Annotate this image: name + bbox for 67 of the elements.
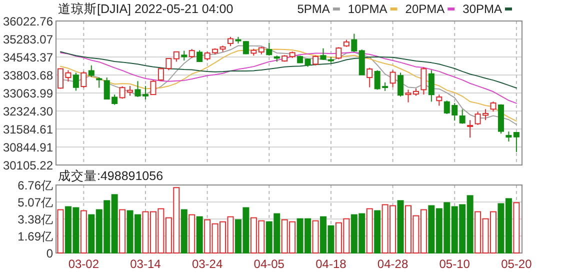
chart-title: 道琼斯[DJIA] 2022-05-21 04:00 xyxy=(58,1,234,16)
y-tick-label: 36022.76 xyxy=(2,14,54,28)
candlestick xyxy=(196,50,203,62)
candlestick xyxy=(242,40,249,55)
legend-label: 20PMA xyxy=(405,2,445,16)
candlestick xyxy=(228,36,234,47)
x-tick-label: 04-28 xyxy=(377,257,408,271)
candlestick xyxy=(96,77,102,88)
candlestick xyxy=(398,72,404,98)
x-tick-label: 05-20 xyxy=(501,257,532,271)
x-tick-label: 05-10 xyxy=(439,257,470,271)
bar xyxy=(513,202,520,254)
bar xyxy=(80,210,87,254)
y-tick-label: 34543.37 xyxy=(2,50,54,64)
y-tick-label: 1.69亿 xyxy=(18,229,53,244)
x-tick-label: 03-24 xyxy=(192,257,223,271)
y-tick-label: 30844.91 xyxy=(2,140,54,154)
bar xyxy=(374,210,381,254)
candlestick xyxy=(390,70,396,88)
bar xyxy=(57,209,64,254)
candlestick xyxy=(513,132,520,153)
y-tick-label: 32324.30 xyxy=(2,104,54,118)
x-tick-label: 03-14 xyxy=(130,257,162,271)
candlestick xyxy=(181,50,188,61)
y-tick-label: 5.07亿 xyxy=(18,195,53,210)
bar xyxy=(119,209,126,254)
candlestick xyxy=(506,131,512,142)
x-tick-label: 04-05 xyxy=(254,257,285,271)
candlestick xyxy=(150,79,156,96)
x-tick-label: 04-18 xyxy=(316,257,347,271)
y-tick-label: 6.76亿 xyxy=(18,178,53,192)
candlestick xyxy=(459,108,466,124)
y-tick-label: 33803.68 xyxy=(2,68,54,82)
y-tick-label: 33063.99 xyxy=(2,86,54,100)
legend-label: 30PMA xyxy=(462,2,502,16)
candlestick xyxy=(312,55,319,66)
candlestick xyxy=(188,48,195,59)
candlestick xyxy=(420,66,427,96)
legend-label: 5PMA xyxy=(297,2,330,16)
candlestick xyxy=(320,48,326,60)
bar xyxy=(180,209,188,254)
bar xyxy=(196,216,203,254)
y-tick-label: 31584.61 xyxy=(2,122,54,136)
candlestick xyxy=(336,46,342,60)
x-tick-label: 03-02 xyxy=(68,257,100,271)
candlestick xyxy=(351,33,358,52)
candlestick xyxy=(366,67,373,88)
candlestick xyxy=(490,101,496,112)
candlestick xyxy=(436,94,442,106)
candlestick xyxy=(467,120,474,138)
bar xyxy=(312,220,319,254)
candlestick xyxy=(428,70,434,102)
y-tick-label: 3.38亿 xyxy=(18,212,53,226)
candlestick xyxy=(88,64,94,78)
bar xyxy=(397,200,404,254)
bar xyxy=(188,214,196,254)
legend-label: 10PMA xyxy=(348,2,388,16)
candlestick xyxy=(72,72,79,92)
y-tick-label: 30105.22 xyxy=(2,158,54,172)
candlestick xyxy=(173,51,180,62)
candlestick xyxy=(266,42,272,56)
y-tick-label: 0 xyxy=(46,246,54,260)
bar xyxy=(366,208,373,254)
chart-title: 成交量:498891056 xyxy=(58,168,164,183)
y-tick-label: 35283.07 xyxy=(2,32,54,46)
candlestick xyxy=(80,70,87,88)
candlestick xyxy=(405,89,412,103)
